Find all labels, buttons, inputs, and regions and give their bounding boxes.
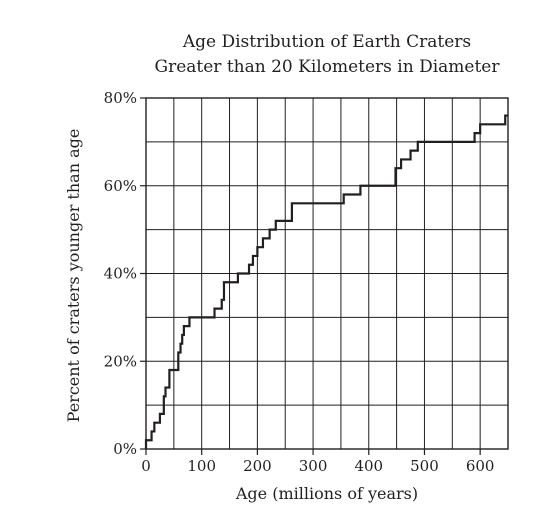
axis-ticks xyxy=(140,97,481,455)
y-tick-label: 40% xyxy=(104,265,137,283)
y-tick-label: 80% xyxy=(104,89,137,107)
x-tick-label: 0 xyxy=(141,457,151,475)
y-tick-label: 60% xyxy=(104,177,137,195)
x-tick-label: 300 xyxy=(299,457,328,475)
chart-title-line-1: Age Distribution of Earth Craters xyxy=(182,32,471,52)
x-axis-label: Age (millions of years) xyxy=(235,484,418,503)
x-tick-label: 400 xyxy=(354,457,383,475)
y-tick-label: 20% xyxy=(104,352,137,370)
y-tick-labels: 0% 20% 40% 60% 80% xyxy=(104,89,137,458)
x-tick-label: 200 xyxy=(243,457,272,475)
x-tick-label: 500 xyxy=(410,457,439,475)
x-tick-labels: 0 100 200 300 400 500 600 xyxy=(141,457,494,475)
x-tick-label: 100 xyxy=(187,457,216,475)
chart-title: Age Distribution of Earth Craters Greate… xyxy=(155,32,501,77)
plot-grid xyxy=(146,98,508,449)
series-line xyxy=(144,114,508,449)
y-tick-label: 0% xyxy=(113,440,137,458)
chart-title-line-2: Greater than 20 Kilometers in Diameter xyxy=(155,57,501,77)
x-tick-label: 600 xyxy=(466,457,495,475)
y-axis-label: Percent of craters younger than age xyxy=(64,129,83,423)
